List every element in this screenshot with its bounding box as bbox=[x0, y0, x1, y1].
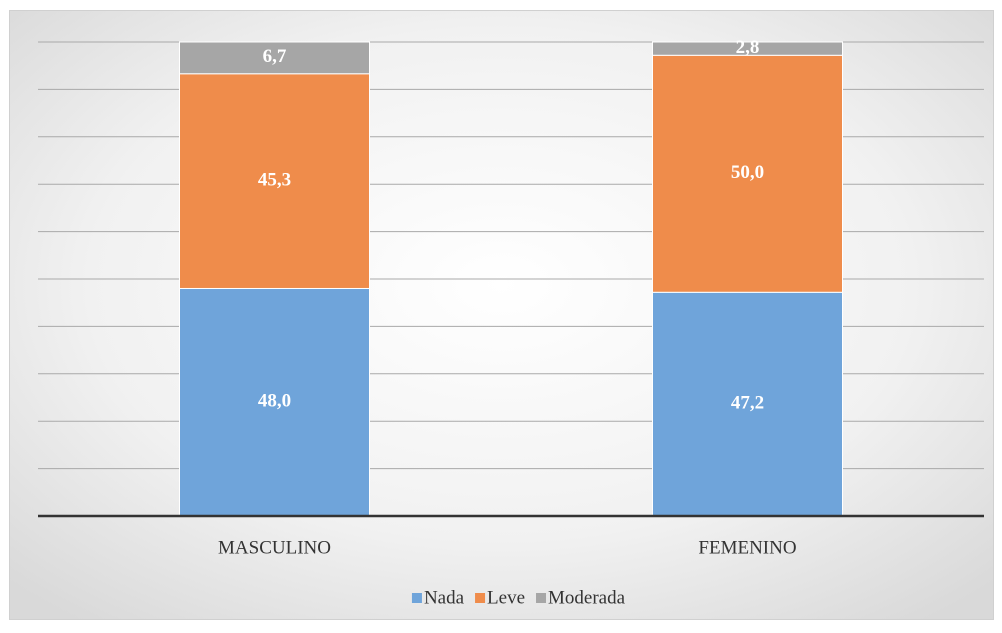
legend-swatch bbox=[475, 593, 486, 603]
x-tick-label: MASCULINO bbox=[218, 537, 331, 558]
x-tick-label: FEMENINO bbox=[698, 537, 796, 558]
data-label: 50,0 bbox=[731, 162, 764, 183]
bar-segment bbox=[652, 54, 843, 293]
chart-frame bbox=[9, 10, 994, 620]
legend-swatch bbox=[411, 593, 422, 603]
data-label: 47,2 bbox=[731, 392, 764, 413]
bar-segment bbox=[652, 41, 843, 56]
bar-segment bbox=[179, 41, 370, 75]
legend-label: Nada bbox=[424, 587, 465, 608]
legend-label: Moderada bbox=[548, 587, 626, 608]
bar-segment bbox=[652, 291, 843, 517]
data-label: 6,7 bbox=[263, 46, 287, 67]
data-label: 2,8 bbox=[736, 37, 760, 58]
legend-label: Leve bbox=[487, 587, 525, 608]
legend-swatch bbox=[536, 593, 547, 603]
bar-segment bbox=[179, 73, 370, 289]
data-label: 48,0 bbox=[258, 391, 291, 412]
data-label: 45,3 bbox=[258, 169, 291, 190]
